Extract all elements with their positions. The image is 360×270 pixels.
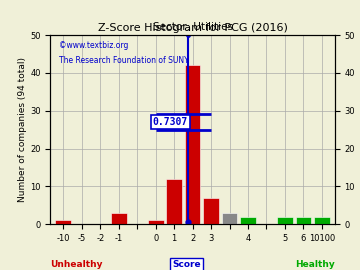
Bar	[55, 220, 71, 224]
Bar	[203, 198, 219, 224]
Text: Healthy: Healthy	[295, 260, 335, 269]
Text: 0.7307: 0.7307	[153, 117, 188, 127]
Bar	[314, 217, 330, 224]
Text: Score: Score	[172, 260, 201, 269]
Text: Sector: Utilities: Sector: Utilities	[153, 22, 233, 32]
Y-axis label: Number of companies (94 total): Number of companies (94 total)	[18, 57, 27, 202]
Bar	[296, 217, 311, 224]
Bar	[148, 220, 163, 224]
Text: Unhealthy: Unhealthy	[50, 260, 102, 269]
Bar	[111, 213, 127, 224]
Bar	[277, 217, 293, 224]
Bar	[166, 179, 182, 224]
Title: Z-Score Histogram for PCG (2016): Z-Score Histogram for PCG (2016)	[98, 23, 288, 33]
Text: The Research Foundation of SUNY: The Research Foundation of SUNY	[59, 56, 189, 65]
Bar	[222, 213, 237, 224]
Bar	[185, 65, 201, 224]
Text: ©www.textbiz.org: ©www.textbiz.org	[59, 41, 128, 50]
Bar	[240, 217, 256, 224]
